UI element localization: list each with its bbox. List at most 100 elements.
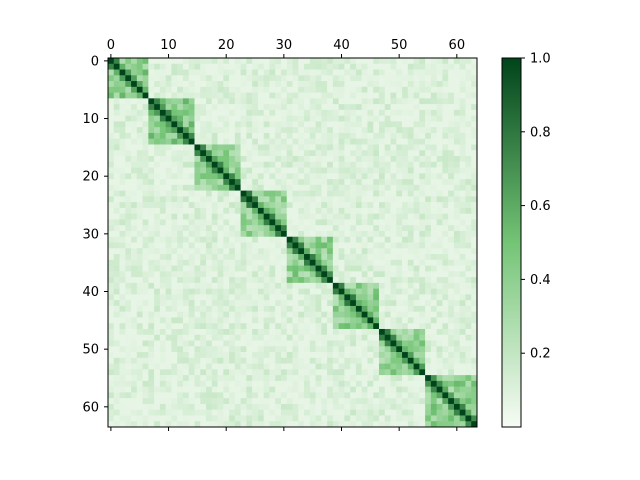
heatmap-cell [275, 156, 282, 163]
heatmap-cell [367, 63, 374, 70]
heatmap-cell [159, 265, 166, 272]
heatmap-cell [125, 421, 132, 428]
heatmap-cell [171, 179, 178, 186]
heatmap-cell [269, 352, 276, 359]
heatmap-cell [269, 254, 276, 261]
heatmap-cell [327, 375, 334, 382]
heatmap-cell [280, 104, 288, 111]
heatmap-cell [252, 69, 259, 76]
heatmap-cell [373, 277, 380, 284]
heatmap-cell [436, 282, 443, 289]
heatmap-cell [465, 317, 472, 324]
heatmap-cell [373, 288, 380, 295]
heatmap-cell [177, 230, 184, 238]
heatmap-cell [131, 357, 138, 364]
heatmap-cell [430, 317, 437, 324]
heatmap-cell [321, 398, 328, 405]
heatmap-cell [338, 346, 345, 353]
heatmap-cell [304, 346, 311, 353]
heatmap-cell [246, 357, 253, 364]
heatmap-cell [136, 121, 143, 128]
heatmap-cell [159, 219, 166, 226]
heatmap-cell [131, 375, 138, 382]
heatmap-cell [206, 184, 213, 191]
heatmap-cell [298, 375, 305, 382]
heatmap-cell [384, 213, 391, 220]
heatmap-cell [407, 352, 414, 359]
heatmap-cell [321, 213, 328, 220]
heatmap-cell [361, 109, 368, 116]
heatmap-cell [390, 219, 397, 226]
heatmap-cell [211, 415, 218, 422]
heatmap-cell [292, 127, 299, 134]
heatmap-cell [373, 300, 380, 307]
heatmap-cell [378, 179, 386, 186]
heatmap-cell [332, 363, 339, 370]
heatmap-cell [465, 150, 472, 157]
heatmap-cell [367, 184, 374, 191]
heatmap-cell [378, 386, 386, 393]
heatmap-cell [350, 271, 357, 278]
heatmap-cell [430, 173, 437, 180]
heatmap-cell [200, 190, 207, 197]
heatmap-cell [453, 236, 461, 243]
heatmap-cell [113, 63, 120, 70]
heatmap-cell [263, 323, 270, 330]
heatmap-cell [275, 173, 282, 180]
heatmap-cell [471, 104, 478, 111]
heatmap-cell [384, 294, 391, 301]
heatmap-cell [327, 92, 334, 99]
heatmap-cell [252, 259, 259, 266]
heatmap-cell [131, 167, 138, 174]
heatmap-cell [384, 63, 391, 70]
heatmap-cell [148, 225, 155, 232]
heatmap-cell [442, 328, 449, 336]
heatmap-cell [448, 230, 455, 238]
heatmap-cell [425, 173, 432, 180]
heatmap-cell [338, 109, 345, 116]
heatmap-cell [182, 196, 190, 203]
heatmap-cell [419, 173, 426, 180]
heatmap-cell [234, 219, 241, 226]
heatmap-cell [465, 288, 472, 295]
heatmap-cell [113, 421, 120, 428]
heatmap-cell [246, 294, 253, 301]
heatmap-cell [234, 213, 241, 220]
heatmap-cell [119, 179, 126, 186]
heatmap-cell [188, 282, 195, 289]
heatmap-cell [269, 248, 276, 255]
heatmap-cell [384, 69, 391, 76]
heatmap-cell [448, 248, 455, 255]
heatmap-cell [321, 403, 328, 411]
heatmap-cell [223, 328, 230, 336]
heatmap-cell [246, 161, 253, 168]
heatmap-cell [471, 58, 478, 65]
heatmap-cell [113, 340, 120, 347]
heatmap-cell [269, 63, 276, 70]
heatmap-cell [292, 225, 299, 232]
heatmap-cell [448, 311, 455, 318]
heatmap-cell [338, 369, 345, 376]
heatmap-cell [188, 98, 195, 105]
heatmap-cell [275, 115, 282, 122]
heatmap-cell [142, 317, 149, 324]
heatmap-cell [292, 294, 299, 301]
heatmap-cell [292, 75, 299, 82]
heatmap-cell [257, 213, 264, 220]
heatmap-cell [148, 219, 155, 226]
heatmap-cell [234, 305, 241, 312]
heatmap-cell [373, 132, 380, 140]
heatmap-cell [280, 213, 288, 220]
heatmap-cell [269, 167, 276, 174]
heatmap-cell [442, 196, 449, 203]
heatmap-cell [113, 75, 120, 82]
heatmap-cell [148, 380, 155, 387]
heatmap-cell [332, 265, 339, 272]
heatmap-cell [136, 190, 143, 197]
heatmap-cell [413, 179, 420, 186]
heatmap-cell [188, 230, 195, 238]
heatmap-cell [125, 282, 132, 289]
heatmap-cell [378, 81, 386, 88]
heatmap-cell [430, 305, 437, 312]
heatmap-cell [280, 219, 288, 226]
